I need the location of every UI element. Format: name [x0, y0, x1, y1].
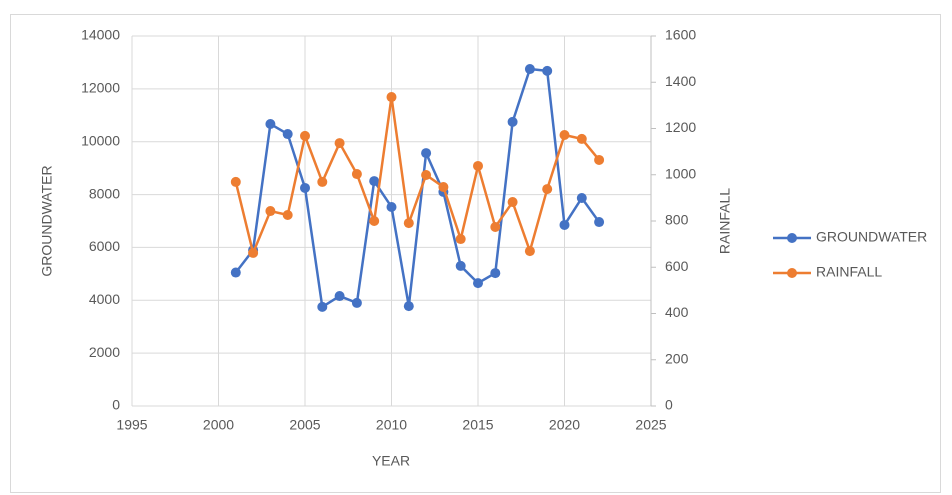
data-point [282, 129, 293, 140]
x-tick-label: 2020 [549, 417, 580, 433]
y2-tick-label: 1400 [665, 73, 696, 89]
x-tick-label: 1995 [116, 417, 147, 433]
y-tick-label: 10000 [81, 132, 120, 148]
data-point [248, 247, 259, 258]
y-tick-label: 2000 [89, 344, 120, 360]
data-point [524, 246, 535, 257]
series-line [234, 67, 601, 309]
data-point [576, 193, 587, 204]
data-point [300, 130, 310, 141]
data-point [455, 260, 466, 271]
legend-marker [787, 233, 797, 243]
data-point [334, 138, 345, 149]
data-point [386, 201, 397, 212]
data-point [542, 184, 553, 195]
data-point [386, 92, 397, 103]
y-tick-label: 12000 [81, 80, 120, 96]
data-point [594, 154, 605, 165]
data-point [265, 119, 276, 130]
data-point [490, 222, 501, 233]
data-point [421, 148, 432, 159]
chart-border [10, 14, 941, 493]
data-point [507, 197, 518, 208]
y2-tick-label: 1000 [665, 165, 696, 181]
data-point [507, 116, 518, 127]
y-tick-label: 14000 [81, 27, 120, 43]
data-point [473, 160, 483, 171]
data-point [369, 176, 380, 187]
data-point [594, 217, 605, 228]
data-point [230, 267, 241, 278]
y2-tick-label: 200 [665, 350, 689, 366]
data-point [369, 216, 380, 226]
y-axis-title: GROUNDWATER [39, 165, 55, 276]
data-point [421, 169, 432, 180]
series-line [234, 96, 601, 257]
legend-marker [787, 268, 797, 278]
data-point [473, 278, 483, 289]
data-point [351, 297, 362, 308]
data-point [317, 301, 328, 312]
y-tick-label: 6000 [89, 238, 120, 254]
y2-axis-title: RAINFALL [717, 188, 733, 254]
legend-label: GROUNDWATER [816, 229, 927, 245]
y-tick-label: 4000 [89, 291, 120, 307]
data-point [317, 176, 328, 187]
x-tick-label: 2015 [462, 417, 493, 433]
data-point [455, 234, 466, 245]
data-point [559, 219, 570, 230]
x-tick-label: 2025 [635, 417, 666, 433]
x-axis-title: YEAR [372, 453, 410, 469]
y2-tick-label: 400 [665, 304, 689, 320]
data-point [559, 129, 570, 140]
data-point [230, 176, 241, 187]
y-tick-label: 8000 [89, 185, 120, 201]
data-point [351, 169, 362, 180]
data-point [334, 291, 345, 302]
data-point [542, 65, 553, 76]
x-tick-label: 2000 [203, 417, 234, 433]
data-point [576, 133, 587, 144]
data-point [438, 182, 449, 193]
y2-tick-label: 600 [665, 258, 689, 274]
y2-tick-label: 1600 [665, 27, 696, 43]
data-point [524, 64, 535, 75]
legend-label: RAINFALL [816, 264, 882, 280]
data-point [282, 209, 293, 220]
data-point [300, 182, 310, 193]
y2-tick-label: 0 [665, 397, 673, 413]
data-point [265, 206, 276, 217]
y-tick-label: 0 [112, 397, 120, 413]
data-point [403, 218, 414, 229]
x-tick-label: 2005 [289, 417, 320, 433]
x-tick-label: 2010 [376, 417, 407, 433]
y2-tick-label: 800 [665, 212, 689, 228]
data-point [403, 301, 414, 312]
y2-tick-label: 1200 [665, 119, 696, 135]
data-point [490, 268, 501, 279]
